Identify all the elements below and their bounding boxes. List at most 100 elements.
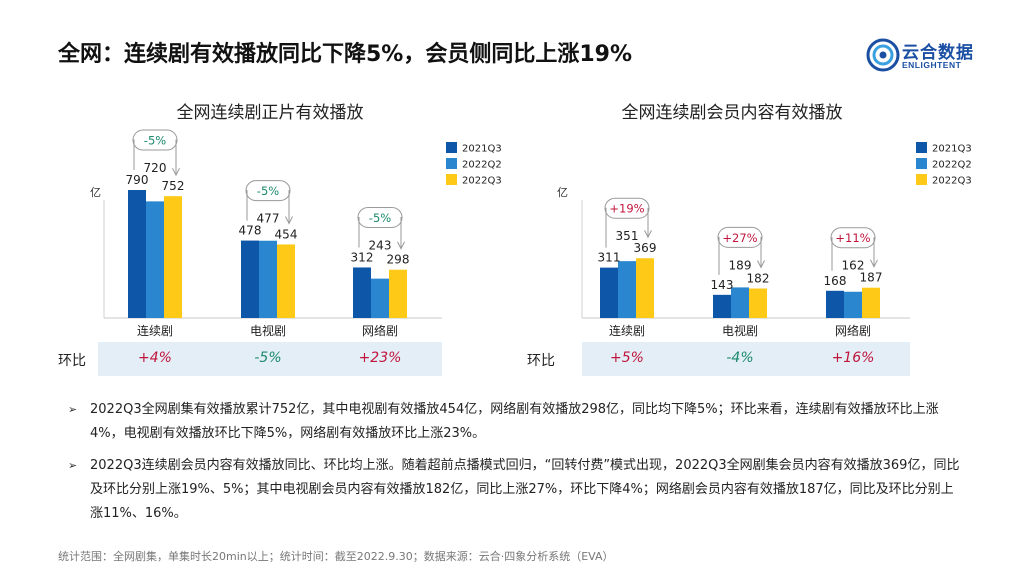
- category-label: 连续剧: [609, 323, 645, 338]
- yoy-arrowhead: [285, 216, 293, 225]
- logo-mark-icon: [866, 38, 900, 72]
- qoq-value: +4%: [138, 350, 172, 366]
- qoq-value: +23%: [358, 350, 402, 366]
- bar: [844, 291, 862, 318]
- yoy-label: -5%: [144, 134, 166, 148]
- yoy-arrowhead: [870, 259, 878, 268]
- yoy-connector: [647, 207, 649, 237]
- legend-swatch: [916, 158, 927, 169]
- data-label: 162: [842, 259, 865, 273]
- yoy-connector: [760, 236, 762, 267]
- qoq-value: -4%: [726, 350, 754, 366]
- bar: [749, 288, 767, 318]
- legend-swatch: [446, 158, 457, 169]
- data-label: 478: [239, 224, 262, 238]
- category-label: 网络剧: [362, 323, 398, 338]
- qoq-label-left: 环比: [58, 353, 86, 369]
- legend-label: 2022Q2: [932, 160, 972, 171]
- bar: [389, 269, 407, 318]
- bar: [600, 267, 618, 318]
- data-label: 187: [860, 271, 883, 285]
- y-axis-label: 亿: [557, 186, 568, 199]
- bar: [826, 290, 844, 318]
- category-label: 电视剧: [722, 323, 758, 338]
- y-axis-label: 亿: [90, 186, 101, 199]
- data-label: 189: [729, 258, 752, 272]
- data-label: 351: [616, 229, 639, 243]
- yoy-arrowhead: [397, 241, 405, 250]
- category-label: 网络剧: [835, 323, 871, 338]
- bullet-arrow-icon: ➢: [68, 403, 78, 416]
- legend-swatch: [446, 142, 457, 153]
- qoq-value: -5%: [254, 350, 282, 366]
- enlightent-logo: 云合数据 ENLIGHTENT: [866, 38, 996, 74]
- bar: [241, 240, 259, 318]
- qoq-label-right: 环比: [527, 353, 555, 369]
- yoy-connector: [133, 139, 135, 171]
- bar: [128, 190, 146, 318]
- chart-title-right: 全网连续剧会员内容有效播放: [621, 103, 843, 123]
- slide-title: 全网：连续剧有效播放同比下降5%，会员侧同比上涨19%: [58, 42, 633, 67]
- bar: [713, 294, 731, 318]
- bar: [371, 278, 389, 318]
- bar: [353, 267, 371, 318]
- yoy-label: -5%: [257, 184, 279, 198]
- yoy-label: +11%: [835, 231, 870, 245]
- legend-swatch: [916, 174, 927, 185]
- yoy-label: +19%: [609, 202, 644, 216]
- bullet-list: ➢ 2022Q3全网剧集有效播放累计752亿，其中电视剧有效播放454亿，网络剧…: [64, 398, 964, 534]
- logo-text-en: ENLIGHTENT: [902, 60, 962, 70]
- bullet-text: 2022Q3全网剧集有效播放累计752亿，其中电视剧有效播放454亿，网络剧有效…: [90, 402, 939, 441]
- data-label: 298: [387, 253, 410, 267]
- qoq-row-right: [582, 342, 910, 376]
- data-label: 477: [257, 212, 280, 226]
- legend-swatch: [446, 174, 457, 185]
- legend-swatch: [916, 142, 927, 153]
- data-label: 720: [144, 161, 167, 175]
- bullet-text: 2022Q3连续剧会员内容有效播放同比、环比均上涨。随着超前点播模式回归，“回转…: [90, 458, 960, 521]
- yoy-label: +27%: [722, 231, 757, 245]
- legend-label: 2021Q3: [462, 144, 502, 155]
- data-label: 312: [351, 250, 374, 264]
- data-label: 143: [711, 278, 734, 292]
- yoy-connector: [288, 190, 290, 223]
- data-label: 790: [126, 173, 149, 187]
- bar: [618, 261, 636, 318]
- bar: [636, 258, 654, 318]
- data-label: 243: [369, 238, 392, 252]
- bullet-arrow-icon: ➢: [68, 459, 78, 472]
- yoy-connector: [831, 237, 833, 271]
- yoy-connector: [246, 190, 248, 221]
- yoy-label: -5%: [369, 211, 391, 225]
- category-label: 连续剧: [137, 323, 173, 338]
- yoy-arrowhead: [757, 260, 765, 269]
- bar: [862, 287, 880, 318]
- legend-label: 2021Q3: [932, 144, 972, 155]
- bar: [146, 201, 164, 318]
- yoy-connector: [605, 207, 607, 248]
- qoq-row-left: [98, 342, 442, 376]
- chart-title-left: 全网连续剧正片有效播放: [176, 103, 364, 123]
- bar: [277, 244, 295, 318]
- category-label: 电视剧: [250, 323, 286, 338]
- bullet-item: ➢ 2022Q3连续剧会员内容有效播放同比、环比均上涨。随着超前点播模式回归，“…: [64, 454, 964, 526]
- legend-label: 2022Q2: [462, 160, 502, 171]
- qoq-value: +5%: [610, 350, 644, 366]
- logo-text-cn: 云合数据: [902, 43, 974, 63]
- bar: [164, 196, 182, 318]
- yoy-connector: [175, 139, 177, 175]
- bullet-item: ➢ 2022Q3全网剧集有效播放累计752亿，其中电视剧有效播放454亿，网络剧…: [64, 398, 964, 446]
- yoy-connector: [400, 216, 402, 248]
- yoy-connector: [873, 237, 875, 266]
- yoy-connector: [358, 216, 360, 248]
- legend-label: 2022Q3: [462, 176, 502, 187]
- data-label: 311: [598, 251, 621, 265]
- data-label: 369: [634, 241, 657, 255]
- footnote: 统计范围：全网剧集，单集时长20min以上；统计时间：截至2022.9.30；数…: [58, 550, 614, 563]
- data-label: 182: [747, 272, 770, 286]
- data-label: 168: [824, 274, 847, 288]
- data-label: 454: [275, 227, 298, 241]
- yoy-connector: [718, 236, 720, 275]
- legend-label: 2022Q3: [932, 176, 972, 187]
